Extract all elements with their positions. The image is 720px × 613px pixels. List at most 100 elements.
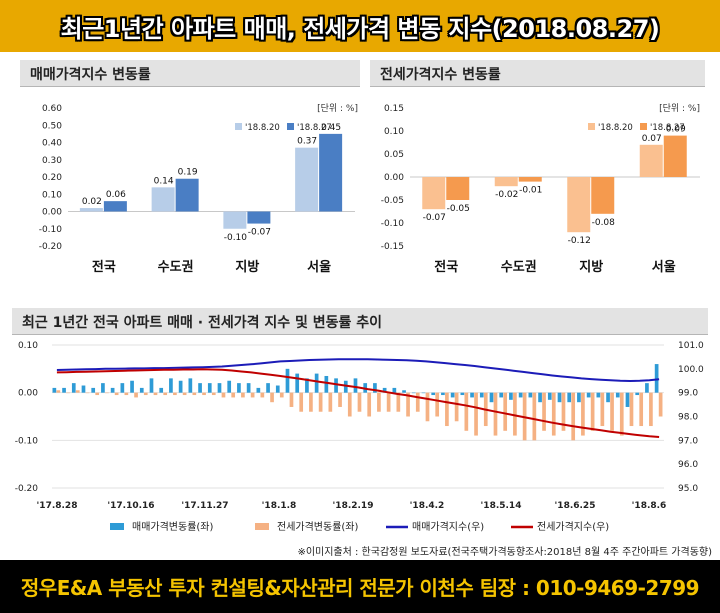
trend-bar <box>606 392 610 403</box>
trend-bar <box>285 368 290 393</box>
trend-bar <box>173 392 177 396</box>
trend-bar <box>518 392 523 398</box>
trend-chart: 0.10 0.00 -0.10 -0.20 101.0 100.0 99.0 98.0 97.0… <box>15 341 704 533</box>
jeonse-bar <box>663 135 687 177</box>
trend-bar <box>318 392 323 412</box>
trend-bar <box>464 392 469 431</box>
trend-left-tick-label: 0.00 <box>18 389 38 399</box>
jeonse-unit-label: [단위 : %] <box>659 103 700 114</box>
trend-bar <box>596 392 601 398</box>
sale-data-label: 0.14 <box>154 176 174 186</box>
trend-bar <box>658 392 663 417</box>
trend-bar <box>396 392 401 412</box>
trend-bar <box>561 392 566 431</box>
trend-bar <box>460 392 465 396</box>
trend-legend-label: 매매가격지수(우) <box>412 520 484 533</box>
trend-bar <box>237 383 241 393</box>
jeonse-data-label: -0.07 <box>423 213 446 223</box>
trend-bar <box>503 392 508 431</box>
trend-bar <box>639 392 644 427</box>
jeonse-category-label: 지방 <box>579 259 603 275</box>
trend-bar <box>347 392 352 417</box>
sale-legend-swatch <box>235 123 242 130</box>
trend-bar <box>470 392 474 398</box>
jeonse-bar <box>639 144 663 177</box>
page-title: 최근1년간 아파트 매매, 전세가격 변동 지수(2018.08.27) <box>60 14 660 43</box>
trend-bar <box>182 392 187 396</box>
jeonse-bar <box>422 177 446 210</box>
jeonse-bar <box>446 177 470 200</box>
trend-bar <box>567 392 572 403</box>
trend-bar <box>357 392 362 412</box>
trend-bar <box>81 385 86 393</box>
trend-bar <box>600 392 605 427</box>
trend-bar <box>499 392 504 398</box>
trend-x-label: '17.8.28 <box>37 501 78 511</box>
trend-panel: 최근 1년간 전국 아파트 매매 · 전세가격 지수 및 변동률 추이 0.10… <box>12 308 708 540</box>
trend-bar <box>382 387 387 393</box>
trend-bar <box>532 392 537 441</box>
trend-left-tick-label: -0.20 <box>15 484 39 494</box>
trend-bar <box>373 383 377 393</box>
trend-legend-swatch <box>255 523 269 530</box>
trend-bar <box>120 383 125 393</box>
trend-bar <box>192 392 197 396</box>
jeonse-data-label: -0.02 <box>495 190 518 200</box>
trend-bar <box>431 392 436 396</box>
sale-data-label: -0.10 <box>224 233 248 243</box>
trend-right-tick-label: 97.0 <box>678 436 698 446</box>
sale-bar <box>223 211 247 229</box>
jeonse-data-label: -0.08 <box>592 218 616 228</box>
trend-bar <box>635 392 640 396</box>
trend-bar <box>367 392 372 417</box>
sale-category-label: 서울 <box>307 259 331 275</box>
trend-bar <box>295 373 300 393</box>
trend-bar <box>75 390 80 393</box>
trend-bar <box>324 375 329 393</box>
sale-ytick-label: -0.10 <box>39 225 63 235</box>
trend-bar <box>66 392 70 394</box>
jeonse-ytick-label: 0.05 <box>384 150 404 160</box>
trend-x-label: '18.1.8 <box>262 501 297 511</box>
trend-bar <box>493 392 498 436</box>
trend-bar <box>211 392 216 396</box>
sale-bar <box>79 208 103 212</box>
jeonse-bar <box>494 177 518 187</box>
jeonse-legend-swatch <box>640 123 647 130</box>
jeonse-ytick-label: -0.15 <box>381 242 404 252</box>
sale-ytick-label: 0.30 <box>42 156 62 166</box>
trend-bar <box>445 392 449 427</box>
trend-right-tick-label: 98.0 <box>678 413 698 423</box>
sale-data-label: 0.45 <box>321 123 341 133</box>
trend-bar <box>421 392 426 394</box>
trend-bar <box>266 383 270 393</box>
trend-bar <box>56 390 61 393</box>
trend-line <box>56 368 660 438</box>
trend-bar <box>571 392 576 441</box>
trend-bar <box>334 378 338 393</box>
trend-bar <box>217 383 222 393</box>
trend-bar <box>479 392 484 398</box>
trend-bar <box>615 392 620 398</box>
jeonse-data-label: -0.12 <box>568 236 591 246</box>
trend-bar <box>207 383 212 393</box>
trend-bar <box>309 392 313 412</box>
sale-change-panel: 매매가격지수 변동률 [단위 : %] 0.60 0.50 0.40 0.30 0.20 0… <box>20 60 360 285</box>
trend-bar <box>227 380 232 393</box>
sale-ytick-label: -0.20 <box>39 242 63 252</box>
trend-bar <box>538 392 542 403</box>
trend-x-label: '18.2.19 <box>333 501 374 511</box>
trend-bar <box>250 392 255 398</box>
trend-x-label: '17.11.27 <box>181 501 228 511</box>
trend-bar <box>114 392 119 396</box>
trend-bar <box>134 392 138 398</box>
trend-bar <box>169 378 173 393</box>
trend-bar <box>91 387 96 393</box>
trend-bar <box>489 392 494 403</box>
trend-bar <box>581 392 585 436</box>
trend-bar <box>130 380 134 393</box>
trend-bar <box>178 380 183 393</box>
trend-bar <box>474 392 478 436</box>
trend-bar <box>124 392 129 396</box>
sale-ytick-label: 0.10 <box>42 190 62 200</box>
